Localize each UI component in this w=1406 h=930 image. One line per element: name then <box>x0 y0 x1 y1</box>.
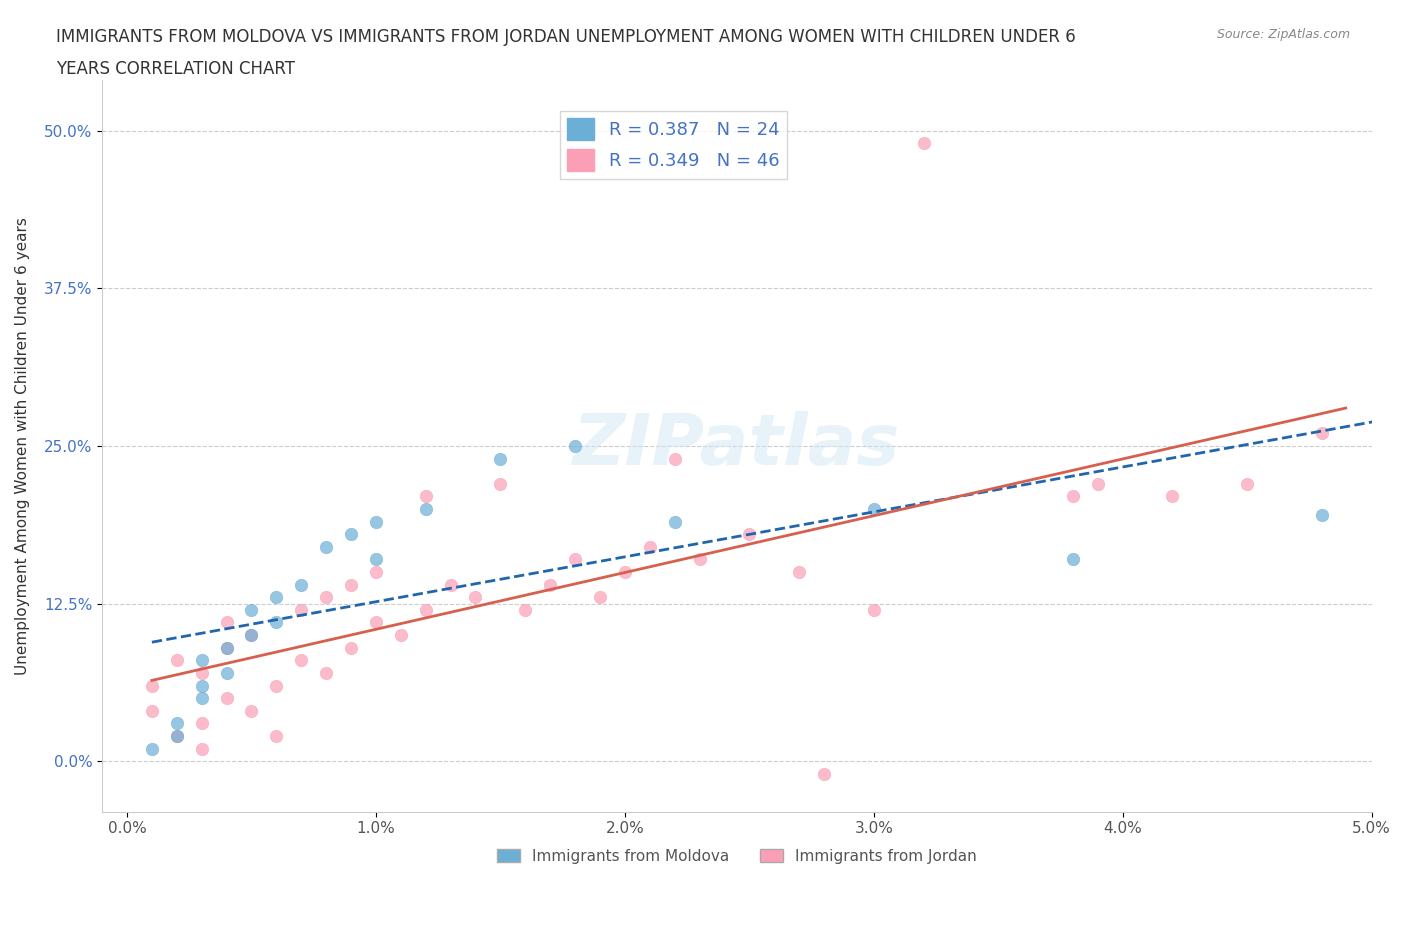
Point <box>315 666 337 681</box>
Point <box>364 514 387 529</box>
Y-axis label: Unemployment Among Women with Children Under 6 years: Unemployment Among Women with Children U… <box>15 217 30 675</box>
Point <box>689 552 711 567</box>
Point <box>1310 508 1333 523</box>
Point <box>340 640 363 655</box>
Point <box>315 539 337 554</box>
Point <box>240 703 263 718</box>
Point <box>166 653 188 668</box>
Point <box>415 489 437 504</box>
Point <box>215 666 238 681</box>
Text: Source: ZipAtlas.com: Source: ZipAtlas.com <box>1216 28 1350 41</box>
Point <box>912 136 935 151</box>
Point <box>290 603 312 618</box>
Point <box>389 628 412 643</box>
Point <box>290 578 312 592</box>
Point <box>1236 476 1258 491</box>
Point <box>215 691 238 706</box>
Point <box>862 501 884 516</box>
Point <box>1310 426 1333 441</box>
Point <box>1062 489 1084 504</box>
Point <box>489 451 512 466</box>
Point <box>141 678 163 693</box>
Point <box>664 451 686 466</box>
Point <box>141 741 163 756</box>
Point <box>215 640 238 655</box>
Point <box>141 703 163 718</box>
Point <box>266 678 288 693</box>
Point <box>664 514 686 529</box>
Point <box>589 590 612 604</box>
Point <box>166 728 188 743</box>
Point <box>415 603 437 618</box>
Point <box>638 539 661 554</box>
Point <box>166 716 188 731</box>
Point <box>613 565 636 579</box>
Point <box>515 603 537 618</box>
Point <box>190 653 212 668</box>
Point <box>439 578 461 592</box>
Point <box>266 615 288 630</box>
Text: IMMIGRANTS FROM MOLDOVA VS IMMIGRANTS FROM JORDAN UNEMPLOYMENT AMONG WOMEN WITH : IMMIGRANTS FROM MOLDOVA VS IMMIGRANTS FR… <box>56 28 1076 46</box>
Point <box>415 501 437 516</box>
Point <box>862 603 884 618</box>
Point <box>364 565 387 579</box>
Point <box>1062 552 1084 567</box>
Point <box>340 526 363 541</box>
Point <box>364 615 387 630</box>
Point <box>190 741 212 756</box>
Point <box>489 476 512 491</box>
Point <box>290 653 312 668</box>
Point <box>564 438 586 453</box>
Point <box>813 766 835 781</box>
Point <box>190 691 212 706</box>
Point <box>340 578 363 592</box>
Point <box>266 728 288 743</box>
Point <box>1161 489 1184 504</box>
Point <box>190 666 212 681</box>
Point <box>266 590 288 604</box>
Point <box>215 640 238 655</box>
Point <box>364 552 387 567</box>
Point <box>1087 476 1109 491</box>
Point <box>240 628 263 643</box>
Point <box>240 628 263 643</box>
Legend: Immigrants from Moldova, Immigrants from Jordan: Immigrants from Moldova, Immigrants from… <box>491 843 983 870</box>
Point <box>564 552 586 567</box>
Text: ZIPatlas: ZIPatlas <box>574 411 901 481</box>
Point <box>464 590 486 604</box>
Text: YEARS CORRELATION CHART: YEARS CORRELATION CHART <box>56 60 295 78</box>
Point <box>787 565 810 579</box>
Point <box>315 590 337 604</box>
Point <box>215 615 238 630</box>
Point <box>240 603 263 618</box>
Point <box>166 728 188 743</box>
Point <box>538 578 561 592</box>
Point <box>190 716 212 731</box>
Point <box>190 678 212 693</box>
Point <box>738 526 761 541</box>
